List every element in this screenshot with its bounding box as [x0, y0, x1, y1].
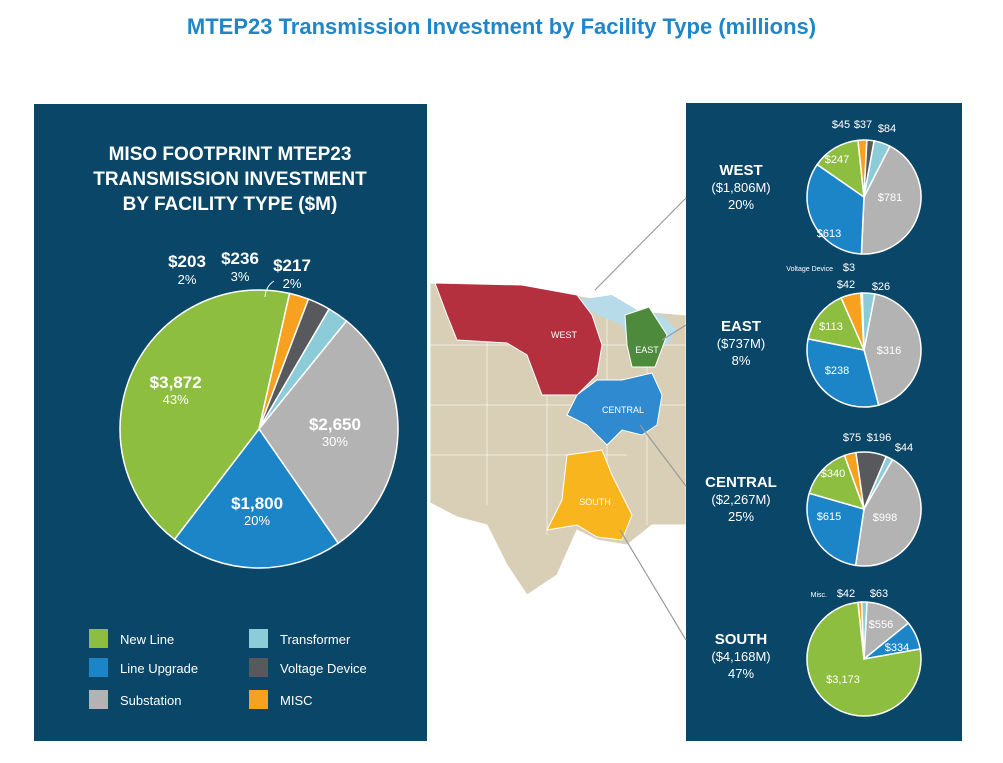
central-slice-new-line [808, 454, 866, 511]
regional-pie-charts: WEST($1,806M) 20% $781 $613 $247 $45 $37 $84 EAS… [705, 119, 922, 717]
main-pct-label: 3% [231, 269, 250, 284]
legend-label-voltage-device: Voltage Device [280, 661, 367, 676]
map-label-west: WEST [551, 330, 578, 340]
main-value-label: $217 [273, 256, 311, 275]
main-value-label: $203 [168, 252, 206, 271]
legend-label-misc: MISC [280, 693, 313, 708]
south-value-substation: $556 [869, 619, 893, 631]
central-value-voltage-device: $196 [867, 432, 891, 444]
map-label-east: EAST [635, 345, 659, 355]
region-name-east: EAST [721, 318, 761, 335]
map-label-south: SOUTH [579, 497, 611, 507]
legend-swatch-misc [249, 690, 268, 709]
main-value-label: $3,872 [150, 373, 202, 392]
page-title: MTEP23 Transmission Investment by Facili… [186, 14, 817, 39]
east-slice-transformer [861, 292, 876, 351]
transformer-leader-line [264, 280, 275, 298]
legend-label-transformer: Transformer [280, 632, 351, 647]
region-total-south: ($4,168M) [711, 649, 770, 664]
main-value-label: $236 [221, 249, 259, 268]
region-east [624, 306, 668, 368]
legend-label-line-upgrade: Line Upgrade [120, 661, 198, 676]
west-value-line-upgrade: $613 [817, 228, 841, 240]
south-value-misc: $42 [837, 588, 855, 600]
west-value-substation: $781 [878, 192, 902, 204]
main-pct-label: 43% [163, 392, 189, 407]
main-slice-transformer [258, 307, 348, 430]
west-slice-line-upgrade [806, 163, 865, 255]
legend-label-new-line: New Line [120, 632, 174, 647]
east-value-transformer: $26 [872, 281, 890, 293]
south-value-line-upgrade: $334 [885, 642, 909, 654]
map-graphic: WEST EAST CENTRAL SOUTH [429, 282, 687, 596]
main-slice-line-upgrade [173, 427, 340, 569]
legend-swatch-voltage-device [249, 658, 268, 677]
east-slice-line-upgrade [806, 338, 880, 408]
east-slice-new-line [807, 296, 866, 352]
legend-swatch-line-upgrade [89, 658, 108, 677]
main-chart-panel: MISO FOOTPRINT MTEP23 TRANSMISSION INVEST… [34, 104, 427, 741]
west-value-new-line: $247 [825, 154, 849, 166]
main-pct-label: 2% [178, 272, 197, 287]
region-total-central: ($2,267M) [711, 492, 770, 507]
miso-region-map: WEST EAST CENTRAL SOUTH [427, 255, 687, 605]
region-name-west: WEST [719, 162, 762, 179]
main-chart-title-line: MISO FOOTPRINT MTEP23 [109, 144, 352, 165]
west-slice-transformer [863, 140, 891, 198]
south-slice-transformer [860, 601, 868, 660]
region-pct-south: 47% [728, 666, 754, 681]
main-pct-label: 2% [283, 276, 302, 291]
regional-charts-panel: WEST ($1,806M) 20% $781 $613 $247 $45 $37 $84 EAS… [686, 103, 962, 741]
region-name-central: CENTRAL [705, 474, 777, 491]
main-pie-chart: MISO FOOTPRINT MTEP23 TRANSMISSION INVEST… [89, 144, 399, 709]
main-chart-title-line: TRANSMISSION INVESTMENT [93, 169, 367, 190]
region-name-south: SOUTH [715, 631, 768, 648]
south-prefix-label: Misc. [811, 592, 827, 599]
main-slice-new-line [119, 289, 291, 541]
central-value-substation: $998 [873, 512, 897, 524]
region-total-east: ($737M) [717, 336, 765, 351]
east-value-substation: $316 [877, 345, 901, 357]
west-value-voltage-device: $37 [854, 119, 872, 131]
east-value-new-line: $113 [819, 321, 843, 333]
main-pct-label: 20% [244, 513, 270, 528]
east-value-voltage-device: $3 [843, 262, 855, 274]
east-prefix-label: Voltage Device [786, 266, 833, 273]
region-pct-west: 20% [728, 197, 754, 212]
region-total-west: ($1,806M) [711, 180, 770, 195]
region-pct-east: 8% [732, 353, 751, 368]
south-slice-new-line [806, 601, 922, 717]
central-slice-line-upgrade [806, 492, 865, 567]
west-value-misc: $45 [832, 119, 850, 131]
central-slice-substation [854, 458, 922, 567]
region-south [546, 449, 633, 541]
main-slice-substation [258, 319, 399, 545]
central-value-line-upgrade: $615 [817, 511, 841, 523]
south-value-new-line: $3,173 [826, 674, 860, 686]
legend-swatch-substation [89, 690, 108, 709]
east-value-line-upgrade: $238 [825, 365, 849, 377]
legend-swatch-transformer [249, 629, 268, 648]
central-value-new-line: $340 [821, 468, 845, 480]
legend-label-substation: Substation [120, 693, 181, 708]
west-value-transformer: $84 [878, 123, 896, 135]
east-slice-substation [863, 293, 922, 407]
main-value-label: $1,800 [231, 494, 283, 513]
map-label-central: CENTRAL [602, 405, 644, 415]
central-value-misc: $75 [843, 432, 861, 444]
south-value-transformer: $63 [870, 588, 888, 600]
main-pct-label: 30% [322, 434, 348, 449]
central-value-transformer: $44 [895, 442, 913, 454]
legend-swatch-new-line [89, 629, 108, 648]
central-slice-transformer [863, 455, 894, 510]
main-chart-title-line: BY FACILITY TYPE ($M) [123, 194, 338, 215]
main-value-label: $2,650 [309, 415, 361, 434]
east-value-misc: $42 [837, 279, 855, 291]
region-pct-central: 25% [728, 509, 754, 524]
